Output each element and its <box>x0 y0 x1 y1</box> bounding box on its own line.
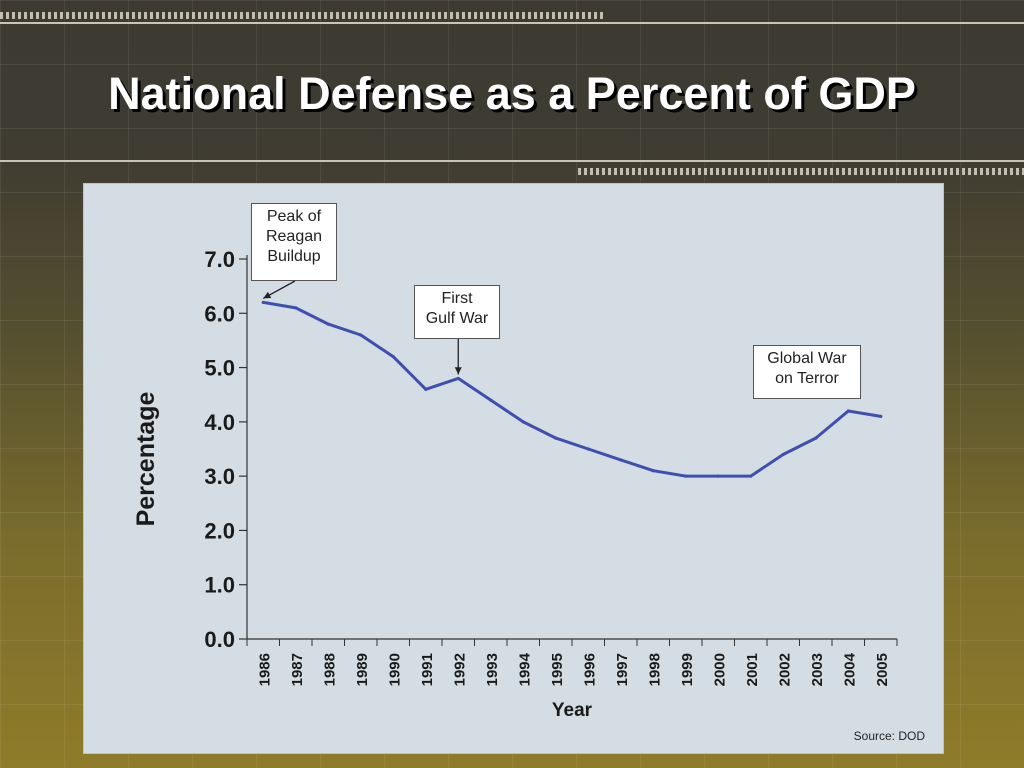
x-tick-label: 1996 <box>581 653 598 686</box>
data-point <box>586 447 590 451</box>
decorative-dash-strip <box>0 12 604 19</box>
data-point <box>554 436 558 440</box>
x-tick-label: 1987 <box>289 653 306 686</box>
x-tick-label: 1988 <box>321 653 338 686</box>
data-point <box>684 474 688 478</box>
x-tick-label: 1990 <box>386 653 403 686</box>
x-tick-label: 1989 <box>354 653 371 686</box>
data-point <box>294 306 298 310</box>
x-tick-label: 2000 <box>711 653 728 686</box>
data-point <box>716 474 720 478</box>
decorative-dash-strip <box>578 168 1024 175</box>
data-point <box>521 420 525 424</box>
annotation-gulf-war: First Gulf War <box>414 285 500 339</box>
y-tick-label: 2.0 <box>204 518 235 543</box>
x-tick-label: 1999 <box>679 653 696 686</box>
y-axis-title: Percentage <box>132 392 160 527</box>
decorative-line <box>0 22 1024 24</box>
data-point <box>651 469 655 473</box>
line-chart: 0.0 1.0 2.0 3.0 4.0 5.0 6.0 7.0 1986 1987 1988 1989… <box>132 247 898 721</box>
data-point <box>359 333 363 337</box>
data-point <box>619 458 623 462</box>
x-tick-label: 2002 <box>776 653 793 686</box>
x-tick-label: 1993 <box>484 653 501 686</box>
annotation-reagan-peak: Peak of Reagan Buildup <box>251 203 337 281</box>
data-point <box>814 436 818 440</box>
x-tick-label: 1997 <box>614 653 631 686</box>
x-tick-label: 2003 <box>809 653 826 686</box>
annotation-war-on-terror: Global War on Terror <box>753 345 861 399</box>
chart-panel: 0.0 1.0 2.0 3.0 4.0 5.0 6.0 7.0 1986 1987 1988 1989… <box>83 183 944 754</box>
x-tick-label: 2005 <box>874 653 891 686</box>
y-tick-label: 3.0 <box>204 464 235 489</box>
x-tick-label: 1998 <box>646 653 663 686</box>
x-tick-label: 1986 <box>256 653 273 686</box>
y-tick-label: 0.0 <box>204 627 235 652</box>
data-point <box>846 409 850 413</box>
x-tick-label: 2001 <box>744 653 761 686</box>
x-tick-label: 1995 <box>549 653 566 686</box>
x-tick-label: 1991 <box>419 653 436 686</box>
y-tick-label: 5.0 <box>204 356 235 381</box>
slide-title: National Defense as a Percent of GDP <box>108 68 916 119</box>
data-point <box>456 376 460 381</box>
x-tick-label: 1994 <box>516 652 533 686</box>
y-tick-label: 1.0 <box>204 573 235 598</box>
data-point <box>489 398 493 402</box>
annotation-arrow-reagan-head <box>263 291 272 299</box>
data-point <box>391 355 395 359</box>
y-tick-label: 6.0 <box>204 301 235 326</box>
y-tick-label: 4.0 <box>204 410 235 435</box>
data-point <box>424 387 428 391</box>
data-point <box>781 452 785 457</box>
x-tick-label: 1992 <box>451 653 468 686</box>
data-point <box>749 474 753 478</box>
data-point <box>261 300 265 305</box>
annotation-arrow-gulf-war-head <box>454 367 462 375</box>
decorative-line <box>0 160 1024 162</box>
y-tick-label: 7.0 <box>204 247 235 272</box>
series-line <box>261 300 883 478</box>
source-note: Source: DOD <box>853 729 925 743</box>
data-point <box>879 414 883 419</box>
x-axis-title: Year <box>552 700 593 721</box>
x-tick-label: 2004 <box>841 652 858 686</box>
data-point <box>326 322 330 326</box>
